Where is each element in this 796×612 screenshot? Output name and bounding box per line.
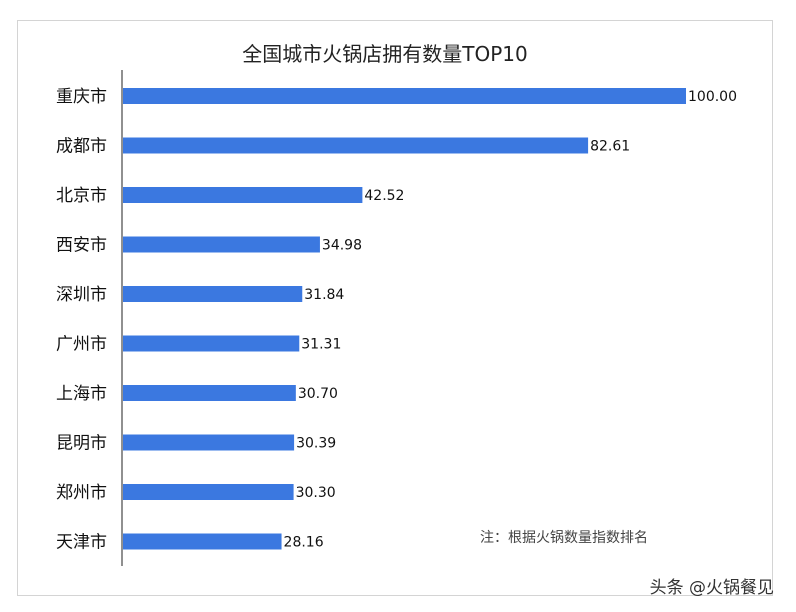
bar — [123, 286, 303, 302]
bar — [123, 137, 589, 154]
bar — [123, 484, 294, 500]
category-label: 北京市 — [56, 186, 107, 206]
value-label: 30.30 — [296, 485, 336, 501]
chart-title: 全国城市火锅店拥有数量TOP10 — [242, 42, 527, 66]
value-label: 28.16 — [284, 535, 324, 551]
watermark: 头条 @火锅餐见 — [649, 578, 774, 598]
category-label: 广州市 — [56, 335, 107, 355]
category-label: 郑州市 — [56, 483, 107, 503]
bar-group: 重庆市 100.00 成都市 82.61 北京市 42.52 西安市 34.98 深圳市 31.8… — [56, 87, 737, 553]
category-label: 昆明市 — [56, 434, 107, 454]
value-label: 82.61 — [590, 139, 630, 155]
bar — [123, 434, 295, 451]
category-label: 天津市 — [56, 533, 107, 553]
bar — [123, 88, 686, 104]
value-label: 31.31 — [301, 337, 341, 353]
annotation-note: 注：根据火锅数量指数排名 — [480, 530, 648, 546]
bar — [123, 335, 300, 352]
category-label: 成都市 — [56, 137, 107, 157]
value-label: 30.39 — [296, 436, 336, 452]
value-label: 30.70 — [298, 386, 338, 402]
category-label: 深圳市 — [56, 285, 107, 305]
bar — [123, 533, 282, 550]
value-label: 42.52 — [364, 188, 404, 204]
value-label: 34.98 — [322, 238, 362, 254]
value-label: 31.84 — [304, 287, 344, 303]
bar — [123, 385, 296, 401]
category-label: 上海市 — [56, 384, 107, 404]
bar — [123, 236, 320, 253]
value-label: 100.00 — [688, 89, 737, 105]
category-label: 重庆市 — [56, 87, 107, 107]
bar — [123, 187, 363, 203]
category-label: 西安市 — [56, 236, 107, 256]
